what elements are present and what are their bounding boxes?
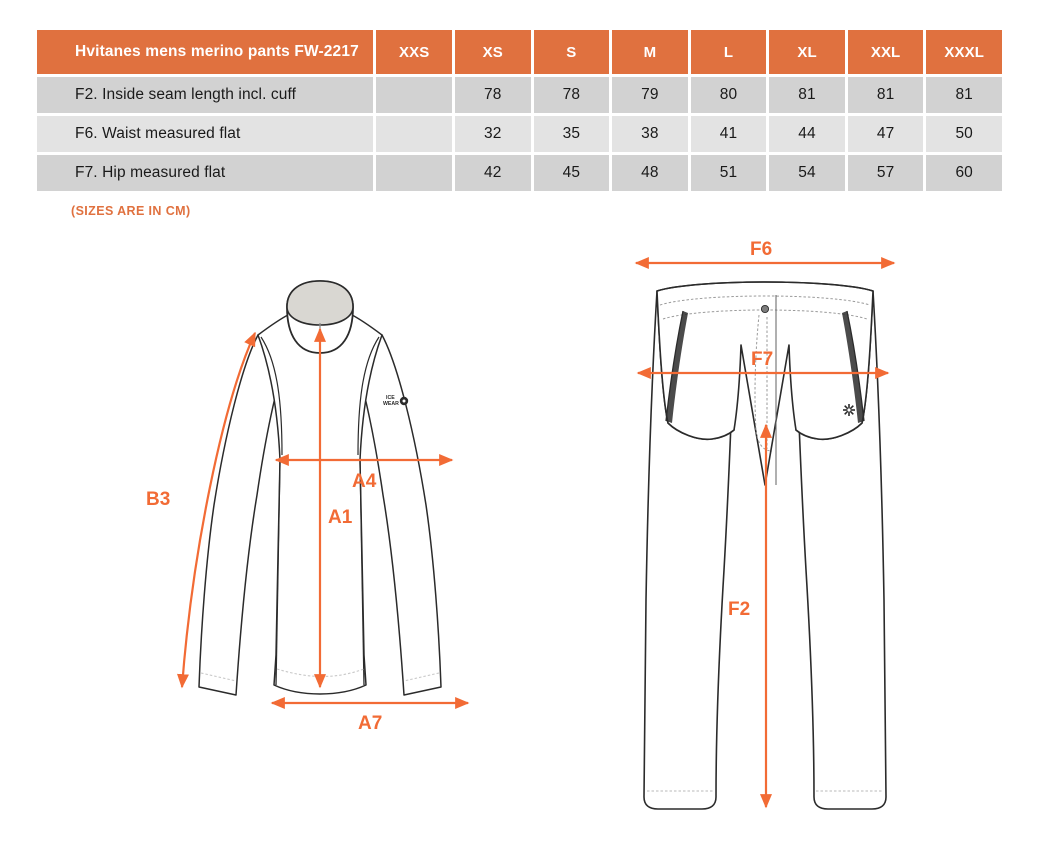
right-sleeve: [351, 334, 442, 696]
measurement-value: 81: [769, 77, 845, 113]
pants-outline: [643, 281, 887, 810]
dimension-label-f7: F7: [751, 349, 773, 370]
measurement-value: 54: [769, 155, 845, 191]
measurement-value: 32: [455, 116, 531, 152]
table-row: F2. Inside seam length incl. cuff 78 78 …: [37, 77, 1002, 113]
measurement-value: 81: [847, 77, 924, 113]
measurement-label: F6. Waist measured flat: [37, 116, 374, 152]
waistband: [656, 281, 874, 320]
dimension-label-a1: A1: [328, 507, 353, 528]
measurement-value: 79: [612, 77, 688, 113]
pants-technical-drawing: F6 F7 F2: [634, 239, 896, 810]
waist-button-icon: [760, 304, 770, 314]
dimension-a4: A4: [274, 453, 454, 492]
table-header: Hvitanes mens merino pants FW-2217 XXS X…: [37, 30, 1002, 74]
measurement-value: 47: [847, 116, 924, 152]
table-row: F7. Hip measured flat 42 45 48 51 54 57 …: [37, 155, 1002, 191]
table-row: F6. Waist measured flat 32 35 38 41 44 4…: [37, 116, 1002, 152]
logo-text-wear: WEAR: [383, 401, 399, 407]
measurement-value: 48: [612, 155, 688, 191]
collar: [286, 280, 354, 354]
measurement-value: 50: [926, 116, 1002, 152]
dimension-f7: F7: [636, 349, 890, 380]
column-header-l: L: [690, 30, 767, 74]
measurement-value: [376, 116, 452, 152]
dimension-label-b3: B3: [146, 489, 170, 510]
dimension-label-f2: F2: [728, 599, 750, 620]
dimension-label-a4: A4: [352, 471, 377, 492]
measurement-value: 78: [455, 77, 531, 113]
dimension-f2: F2: [728, 423, 773, 809]
measurement-value: [376, 155, 452, 191]
shirt-technical-drawing: ICE WEAR B3 A4 A1 A7: [146, 280, 470, 734]
product-title-cell: Hvitanes mens merino pants FW-2217: [37, 30, 374, 74]
ice-wear-logo: ICE WEAR: [383, 395, 409, 407]
column-header-xs: XS: [455, 30, 531, 74]
dimension-label-a7: A7: [358, 713, 382, 734]
column-header-xl: XL: [769, 30, 845, 74]
snowflake-emblem-icon: [843, 404, 855, 416]
b3-arrow-icon: [176, 331, 257, 689]
measurement-label: F7. Hip measured flat: [37, 155, 374, 191]
measurement-value: 42: [455, 155, 531, 191]
raglan-seams: [260, 336, 380, 456]
measurement-value: 78: [533, 77, 610, 113]
dimension-label-f6: F6: [750, 239, 772, 260]
pants-upper: [656, 281, 874, 486]
dimension-f6: F6: [634, 239, 896, 270]
measurement-value: 41: [690, 116, 767, 152]
measurement-value: 45: [533, 155, 610, 191]
measurement-value: 38: [612, 116, 688, 152]
column-header-s: S: [533, 30, 610, 74]
column-header-m: M: [612, 30, 688, 74]
measurement-value: 51: [690, 155, 767, 191]
column-header-xxl: XXL: [847, 30, 924, 74]
column-header-xxs: XXS: [376, 30, 452, 74]
column-header-xxxl: XXXL: [926, 30, 1002, 74]
dimension-a1: A1: [313, 327, 353, 689]
dimension-b3: B3: [146, 331, 257, 689]
measurement-value: 44: [769, 116, 845, 152]
dimension-a7: A7: [270, 696, 470, 734]
measurement-value: 81: [926, 77, 1002, 113]
units-note: (SIZES ARE IN CM): [71, 204, 191, 218]
size-chart-table: Hvitanes mens merino pants FW-2217 XXS X…: [34, 27, 1005, 194]
table-header-row: Hvitanes mens merino pants FW-2217 XXS X…: [37, 30, 1002, 74]
table-body: F2. Inside seam length incl. cuff 78 78 …: [37, 77, 1002, 191]
measurement-value: 35: [533, 116, 610, 152]
logo-text-ice: ICE: [386, 395, 395, 401]
measurement-value: 60: [926, 155, 1002, 191]
measurement-value: 57: [847, 155, 924, 191]
measurement-value: [376, 77, 452, 113]
measurement-label: F2. Inside seam length incl. cuff: [37, 77, 374, 113]
measurement-value: 80: [690, 77, 767, 113]
